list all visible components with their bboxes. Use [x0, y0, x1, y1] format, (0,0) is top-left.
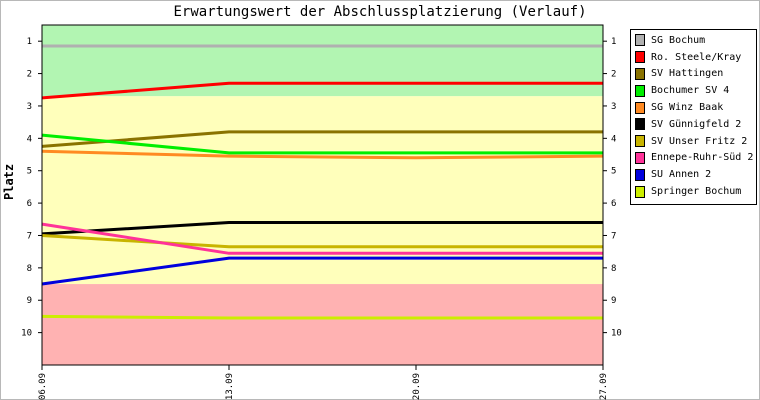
- y-tick-label-right: 2: [611, 70, 616, 80]
- legend-label: SV Unser Fritz 2: [651, 135, 748, 147]
- series-line-4: [41, 133, 603, 155]
- legend-item: SV Günnigfeld 2: [631, 116, 756, 133]
- x-tick-label: 27.09: [599, 373, 609, 400]
- series-line-6: [41, 221, 603, 236]
- legend-swatch: [635, 135, 645, 148]
- legend-item: Ro. Steele/Kray: [631, 49, 756, 66]
- legend-label: SG Winz Baak: [651, 102, 724, 114]
- y-tick-label-left: 6: [27, 199, 32, 209]
- legend-item: Ennepe-Ruhr-Süd 2: [631, 150, 756, 167]
- legend-label: Bochumer SV 4: [651, 85, 730, 97]
- y-tick-label-left: 1: [27, 37, 32, 47]
- y-tick-label-right: 7: [611, 231, 616, 241]
- legend-swatch: [635, 34, 645, 47]
- legend-swatch: [635, 67, 645, 80]
- legend-label: Springer Bochum: [651, 186, 742, 198]
- y-tick-label-right: 1: [611, 37, 616, 47]
- x-tick-label: 13.09: [225, 373, 235, 400]
- series-line-8: [41, 222, 603, 255]
- series-layer: [41, 44, 604, 320]
- legend: SG Bochum Ro. Steele/Kray SV Hattingen Boch…: [630, 29, 757, 205]
- y-tick-label-left: 5: [27, 167, 32, 177]
- x-tick-label: 20.09: [412, 373, 422, 400]
- legend-item: SU Annen 2: [631, 166, 756, 183]
- legend-item: Bochumer SV 4: [631, 82, 756, 99]
- y-tick-label-left: 4: [27, 134, 32, 144]
- legend-label: Ennepe-Ruhr-Süd 2: [651, 152, 754, 164]
- legend-swatch: [635, 118, 645, 131]
- legend-swatch: [635, 51, 645, 64]
- y-tick-label-left: 9: [27, 296, 32, 306]
- legend-label: SV Hattingen: [651, 68, 724, 80]
- y-tick-label-left: 2: [27, 70, 32, 80]
- zones-layer: [42, 25, 603, 365]
- y-tick-label-left: 10: [21, 329, 32, 339]
- series-line-10: [41, 314, 603, 320]
- y-tick-label-right: 5: [611, 167, 616, 177]
- series-line-9: [41, 256, 603, 286]
- y-tick-label-left: 7: [27, 231, 32, 241]
- legend-label: SU Annen 2: [651, 169, 712, 181]
- series-line-5: [41, 149, 604, 160]
- legend-label: SV Günnigfeld 2: [651, 118, 742, 130]
- tick-layer: 1 1 2 2 3 3 4 4 5 5 6 6 7 7 8 8 9 9 10 10 06.09 13.09 20.09 27.…: [21, 37, 622, 400]
- y-tick-label-left: 3: [27, 102, 32, 112]
- y-tick-label-right: 10: [611, 329, 622, 339]
- y-tick-label-right: 9: [611, 296, 616, 306]
- chart-title: Erwartungswert der Abschlussplatzierung …: [173, 4, 587, 20]
- legend-item: SG Bochum: [631, 32, 756, 49]
- zone-band-3: [42, 284, 603, 365]
- x-tick-label: 06.09: [38, 373, 48, 400]
- legend-item: SV Hattingen: [631, 66, 756, 83]
- zone-band-1: [42, 25, 603, 97]
- legend-item: Springer Bochum: [631, 183, 756, 200]
- series-line-3: [41, 130, 603, 148]
- y-tick-label-right: 4: [611, 134, 616, 144]
- series-line-2: [41, 81, 603, 100]
- plot-border: [41, 24, 604, 366]
- legend-label: Ro. Steele/Kray: [651, 51, 742, 63]
- legend-item: SG Winz Baak: [631, 99, 756, 116]
- legend-label: SG Bochum: [651, 34, 706, 46]
- zone-band-2: [42, 96, 603, 285]
- legend-swatch: [635, 185, 645, 198]
- legend-swatch: [635, 151, 645, 164]
- y-tick-label-right: 3: [611, 102, 616, 112]
- y-tick-label-left: 8: [27, 264, 32, 274]
- legend-item: SV Unser Fritz 2: [631, 133, 756, 150]
- legend-swatch: [635, 101, 645, 114]
- series-line-7: [41, 234, 603, 249]
- y-tick-label-right: 6: [611, 199, 616, 209]
- legend-swatch: [635, 168, 645, 181]
- legend-swatch: [635, 84, 645, 97]
- y-tick-label-right: 8: [611, 264, 616, 274]
